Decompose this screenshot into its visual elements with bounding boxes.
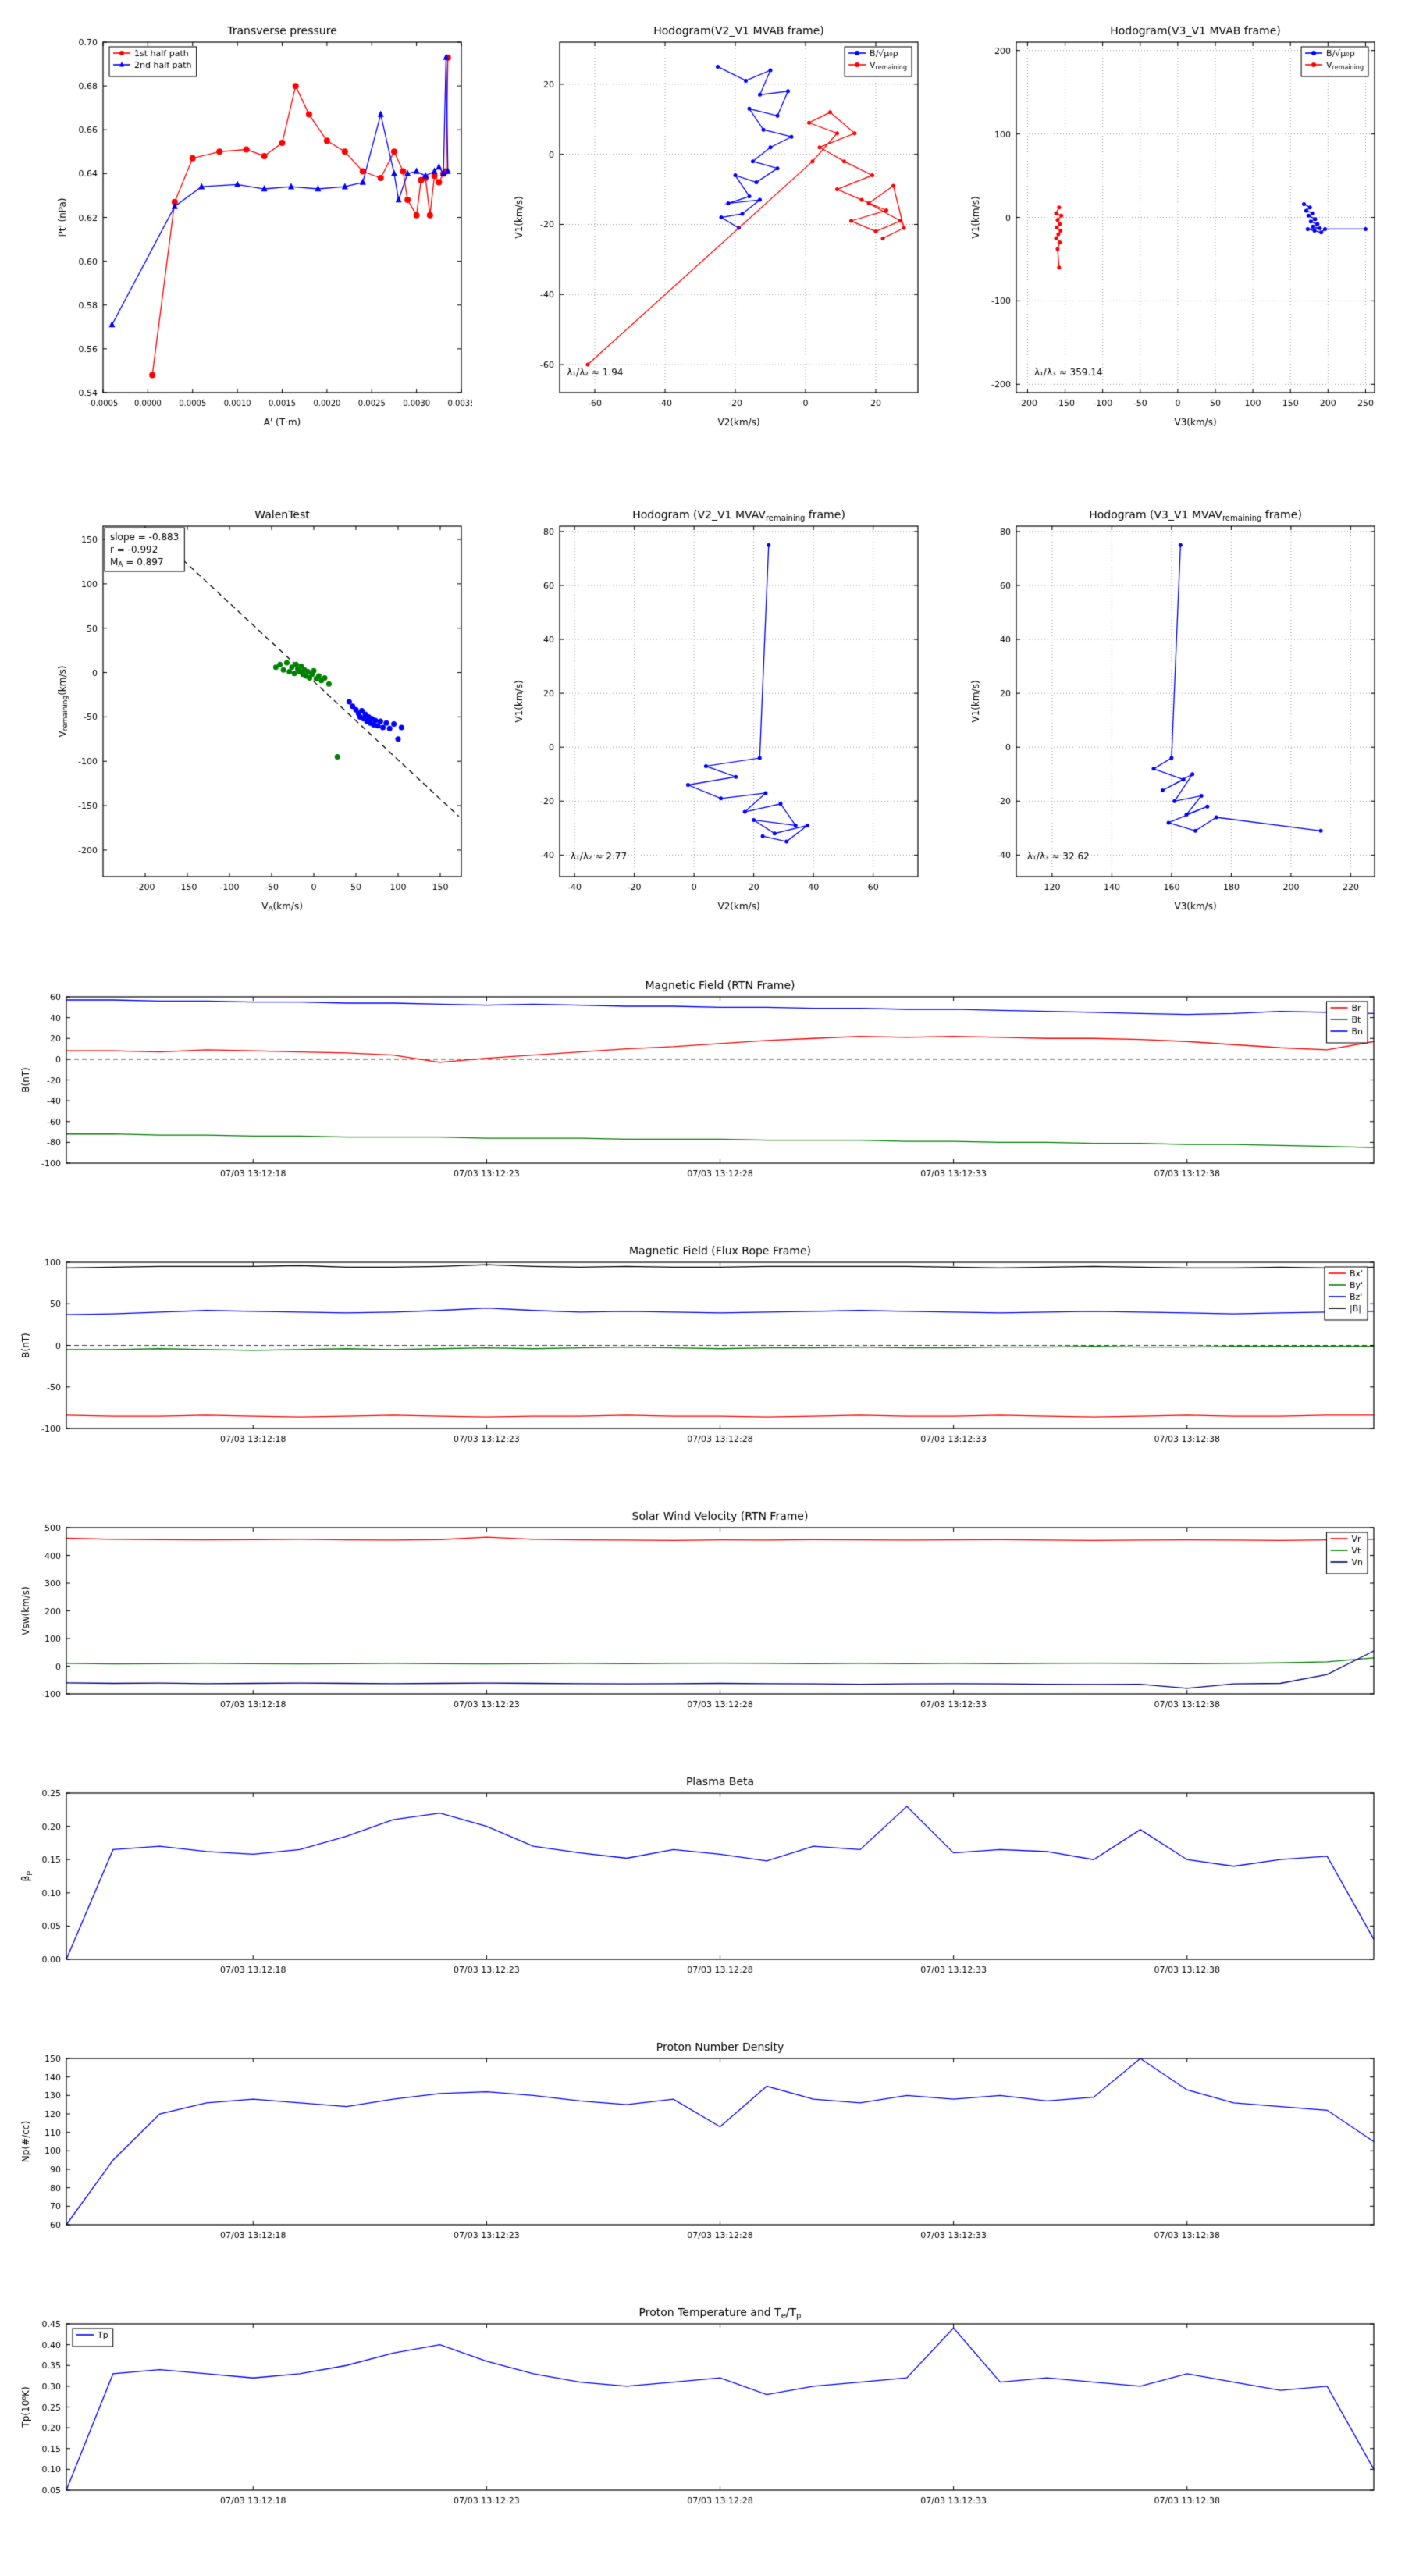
chart-magnetic-field-rtn [12,972,1393,1194]
transverse-pressure-canvas [47,16,472,441]
chart-magnetic-field-fluxrope [12,1237,1393,1460]
chart-walen-test [47,500,472,925]
solar-wind-velocity-canvas [12,1503,1393,1725]
chart-proton-temperature [12,2299,1393,2521]
chart-hodogram-v2v1-mvav [503,500,929,925]
chart-solar-wind-velocity [12,1503,1393,1725]
hodogram-v2v1-mvav-canvas [503,500,929,925]
walen-test-canvas [47,500,472,925]
hodogram-v3v1-mvab-canvas [960,16,1385,441]
magnetic-field-rtn-canvas [12,972,1393,1194]
chart-plasma-beta [12,1768,1393,1991]
chart-hodogram-v3v1-mvab [960,16,1385,441]
hodogram-v3v1-mvav-canvas [960,500,1385,925]
magnetic-field-fluxrope-canvas [12,1237,1393,1460]
chart-transverse-pressure [47,16,472,441]
hodogram-v2v1-mvab-canvas [503,16,929,441]
plasma-beta-canvas [12,1768,1393,1991]
chart-hodogram-v3v1-mvav [960,500,1385,925]
proton-temperature-canvas [12,2299,1393,2521]
chart-hodogram-v2v1-mvab [503,16,929,441]
chart-proton-number-density [12,2033,1393,2256]
proton-number-density-canvas [12,2033,1393,2256]
